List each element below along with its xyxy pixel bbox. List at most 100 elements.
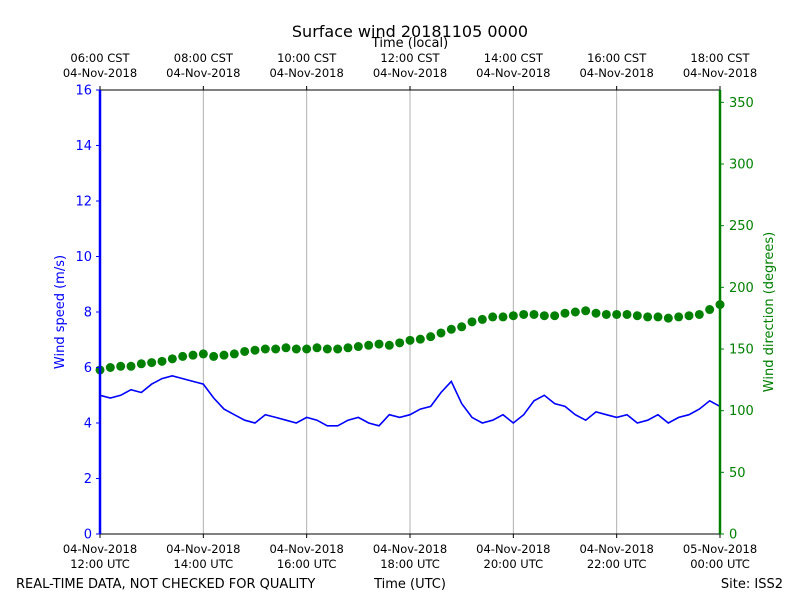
wind-direction-series [95, 300, 725, 375]
y-tick-label-right: 150 [729, 343, 754, 358]
direction-point [632, 311, 642, 321]
direction-point [188, 350, 198, 360]
direction-point [560, 308, 570, 318]
direction-point [446, 324, 456, 334]
x-axis-label: Time (UTC) [373, 577, 446, 592]
direction-point [395, 338, 405, 348]
left-y-axis-label: Wind speed (m/s) [53, 255, 68, 369]
wind-speed-series [99, 374, 721, 427]
top-tick-label-date: 04-Nov-2018 [373, 66, 447, 80]
direction-point [539, 311, 549, 321]
chart-title: Surface wind 20181105 0000 [292, 22, 528, 41]
y-tick-label-left: 6 [84, 361, 92, 376]
y-tick-label-right: 0 [729, 528, 737, 543]
direction-point [353, 342, 363, 352]
direction-point [705, 305, 715, 315]
direction-point [312, 343, 322, 353]
y-tick-label-right: 200 [729, 281, 754, 296]
top-tick-label-time: 18:00 CST [690, 51, 750, 65]
x-tick-label-time: 20:00 UTC [484, 557, 544, 571]
x-tick-label-date: 04-Nov-2018 [476, 542, 550, 556]
x-tick-label-time: 12:00 UTC [70, 557, 130, 571]
y-tick-label-left: 0 [84, 528, 92, 543]
direction-point [550, 311, 560, 321]
x-tick-label-time: 18:00 UTC [380, 557, 440, 571]
top-tick-label-time: 08:00 CST [174, 51, 234, 65]
y-tick-label-left: 12 [75, 195, 92, 210]
direction-point [674, 312, 684, 322]
top-tick-label-date: 04-Nov-2018 [63, 66, 137, 80]
left-y-ticks: 0 2 4 6 8 10 12 14 16 [75, 84, 100, 543]
direction-point [250, 345, 260, 355]
right-y-axis-label: Wind direction (degrees) [762, 232, 777, 392]
direction-point [467, 317, 477, 327]
wind-speed-line [99, 374, 721, 427]
y-tick-label-right: 100 [729, 404, 754, 419]
direction-point [591, 308, 601, 318]
direction-point [229, 349, 239, 359]
direction-point [477, 314, 487, 324]
direction-point [260, 344, 270, 354]
direction-point [136, 359, 146, 369]
direction-point [126, 361, 136, 371]
direction-point [601, 309, 611, 319]
direction-point [694, 309, 704, 319]
direction-point [498, 312, 508, 322]
direction-point [653, 312, 663, 322]
top-tick-label-date: 04-Nov-2018 [166, 66, 240, 80]
x-tick-label-time: 00:00 UTC [690, 557, 750, 571]
top-tick-label-time: 14:00 CST [484, 51, 544, 65]
x-tick-label-time: 16:00 UTC [277, 557, 337, 571]
x-tick-label-date: 04-Nov-2018 [63, 542, 137, 556]
direction-point [663, 313, 673, 323]
direction-point [167, 354, 177, 364]
x-tick-label-date: 04-Nov-2018 [166, 542, 240, 556]
right-y-ticks: 0 50 100 150 200 250 300 350 [720, 96, 754, 543]
direction-point [322, 344, 332, 354]
direction-point [529, 309, 539, 319]
x-tick-label-date: 04-Nov-2018 [579, 542, 653, 556]
direction-point [436, 328, 446, 338]
y-tick-label-right: 250 [729, 219, 754, 234]
direction-point [302, 344, 312, 354]
y-tick-label-left: 8 [84, 306, 92, 321]
direction-point [488, 312, 498, 322]
y-tick-label-right: 50 [729, 466, 746, 481]
direction-point [157, 356, 167, 366]
direction-point [178, 351, 188, 361]
direction-point [333, 344, 343, 354]
top-tick-label-date: 04-Nov-2018 [579, 66, 653, 80]
top-tick-label-time: 10:00 CST [277, 51, 337, 65]
direction-point [508, 311, 518, 321]
x-tick-label-date: 04-Nov-2018 [373, 542, 447, 556]
direction-point [271, 344, 281, 354]
direction-point [364, 340, 374, 350]
x-tick-label-date: 05-Nov-2018 [683, 542, 757, 556]
direction-point [105, 363, 115, 372]
top-tick-label-date: 04-Nov-2018 [683, 66, 757, 80]
direction-point [415, 334, 425, 344]
x-tick-label-time: 14:00 UTC [174, 557, 234, 571]
direction-point [116, 361, 126, 371]
direction-point [281, 343, 291, 353]
direction-point [209, 351, 219, 361]
top-tick-label-time: 12:00 CST [380, 51, 440, 65]
direction-point [457, 322, 467, 332]
y-tick-label-left: 14 [75, 139, 92, 154]
direction-point [240, 346, 250, 356]
y-tick-label-left: 2 [84, 472, 92, 487]
y-tick-label-left: 10 [75, 250, 92, 265]
direction-point [343, 343, 353, 353]
footer-quality-note: REAL-TIME DATA, NOT CHECKED FOR QUALITY [16, 577, 315, 592]
direction-point [374, 339, 384, 349]
y-tick-label-right: 350 [729, 96, 754, 111]
direction-point [426, 332, 436, 342]
direction-point [198, 349, 208, 359]
top-axis-label: Time (local) [371, 36, 448, 51]
top-tick-label-time: 06:00 CST [70, 51, 130, 65]
direction-point [405, 335, 415, 345]
direction-point [384, 340, 394, 350]
top-tick-label-time: 16:00 CST [587, 51, 647, 65]
